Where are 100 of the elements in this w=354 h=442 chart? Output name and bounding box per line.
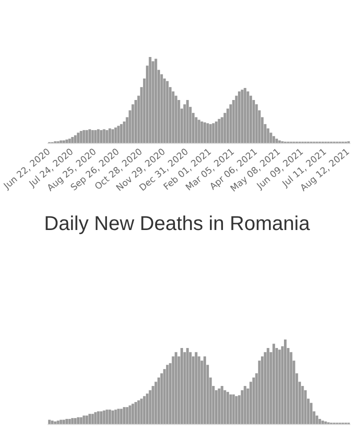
chart-title: Daily New Deaths in Romania bbox=[44, 213, 311, 235]
bar bbox=[111, 129, 114, 143]
bar bbox=[321, 420, 324, 424]
bar bbox=[249, 382, 252, 424]
bar bbox=[132, 104, 134, 143]
bar bbox=[270, 132, 272, 143]
bar bbox=[226, 392, 230, 424]
bar bbox=[203, 122, 206, 143]
bar bbox=[163, 369, 166, 424]
bar bbox=[157, 378, 160, 424]
bar bbox=[183, 104, 186, 143]
bar bbox=[220, 386, 224, 424]
bar bbox=[88, 129, 91, 143]
bar bbox=[56, 420, 60, 424]
bar bbox=[214, 122, 218, 143]
bar bbox=[122, 407, 126, 424]
bar bbox=[194, 117, 198, 143]
bar bbox=[143, 396, 146, 424]
bar bbox=[166, 81, 169, 143]
bar bbox=[260, 356, 264, 424]
bar bbox=[229, 104, 232, 143]
bar bbox=[235, 396, 238, 424]
bar bbox=[82, 130, 86, 143]
bar bbox=[212, 123, 215, 143]
bar bbox=[244, 88, 246, 143]
bar bbox=[51, 420, 54, 424]
bar bbox=[275, 138, 278, 143]
bar bbox=[316, 416, 318, 424]
bar bbox=[240, 390, 244, 424]
bar bbox=[252, 378, 255, 424]
bar bbox=[114, 410, 117, 424]
bar bbox=[48, 420, 51, 424]
bar bbox=[91, 414, 94, 424]
bar bbox=[206, 123, 209, 143]
bar bbox=[290, 352, 292, 424]
bar bbox=[275, 348, 278, 424]
bar bbox=[166, 364, 169, 424]
bar bbox=[203, 356, 206, 424]
bar bbox=[192, 356, 195, 424]
bar bbox=[74, 135, 77, 143]
bar bbox=[249, 96, 252, 143]
bar bbox=[272, 344, 276, 424]
bar bbox=[71, 418, 74, 424]
bar bbox=[80, 130, 82, 143]
bar bbox=[108, 410, 112, 424]
bar bbox=[224, 112, 226, 143]
bar bbox=[235, 96, 238, 143]
bar bbox=[244, 386, 246, 424]
bar bbox=[324, 421, 327, 424]
bar bbox=[106, 410, 108, 424]
bar bbox=[148, 390, 152, 424]
bar bbox=[68, 418, 71, 424]
bar bbox=[172, 91, 174, 143]
bar bbox=[60, 420, 62, 424]
bar bbox=[240, 90, 244, 143]
bar bbox=[174, 352, 178, 424]
bar bbox=[318, 418, 322, 424]
bar bbox=[114, 128, 117, 143]
bar bbox=[97, 129, 100, 143]
bar bbox=[180, 348, 184, 424]
bar bbox=[209, 124, 212, 143]
bar bbox=[224, 390, 226, 424]
bar bbox=[86, 130, 88, 143]
bar bbox=[218, 118, 220, 143]
bar bbox=[86, 416, 88, 424]
bar bbox=[189, 352, 192, 424]
bar bbox=[154, 382, 158, 424]
bar bbox=[198, 356, 200, 424]
bar bbox=[255, 104, 258, 143]
bar bbox=[186, 348, 189, 424]
bar bbox=[68, 138, 71, 143]
bar bbox=[82, 416, 86, 424]
bar bbox=[117, 408, 120, 424]
bar bbox=[266, 348, 270, 424]
bar bbox=[80, 417, 82, 424]
bar bbox=[65, 418, 68, 424]
bar bbox=[134, 402, 138, 424]
bar bbox=[117, 126, 120, 143]
bar bbox=[246, 91, 250, 143]
bar bbox=[272, 136, 276, 143]
bar bbox=[310, 402, 312, 424]
bar bbox=[102, 129, 106, 143]
bar bbox=[94, 130, 97, 143]
bar bbox=[186, 100, 189, 143]
bar bbox=[91, 130, 94, 143]
bar bbox=[226, 108, 230, 143]
bar bbox=[200, 360, 204, 424]
bar bbox=[264, 352, 266, 424]
bar bbox=[266, 128, 270, 143]
bar bbox=[218, 388, 220, 424]
bar bbox=[65, 140, 68, 143]
bar bbox=[304, 390, 307, 424]
bar bbox=[76, 417, 80, 424]
bar bbox=[106, 130, 108, 143]
bar bbox=[160, 74, 163, 143]
bar bbox=[152, 61, 154, 143]
bar bbox=[232, 394, 235, 424]
bar bbox=[174, 96, 178, 143]
bar bbox=[284, 340, 287, 424]
bar bbox=[146, 394, 149, 424]
